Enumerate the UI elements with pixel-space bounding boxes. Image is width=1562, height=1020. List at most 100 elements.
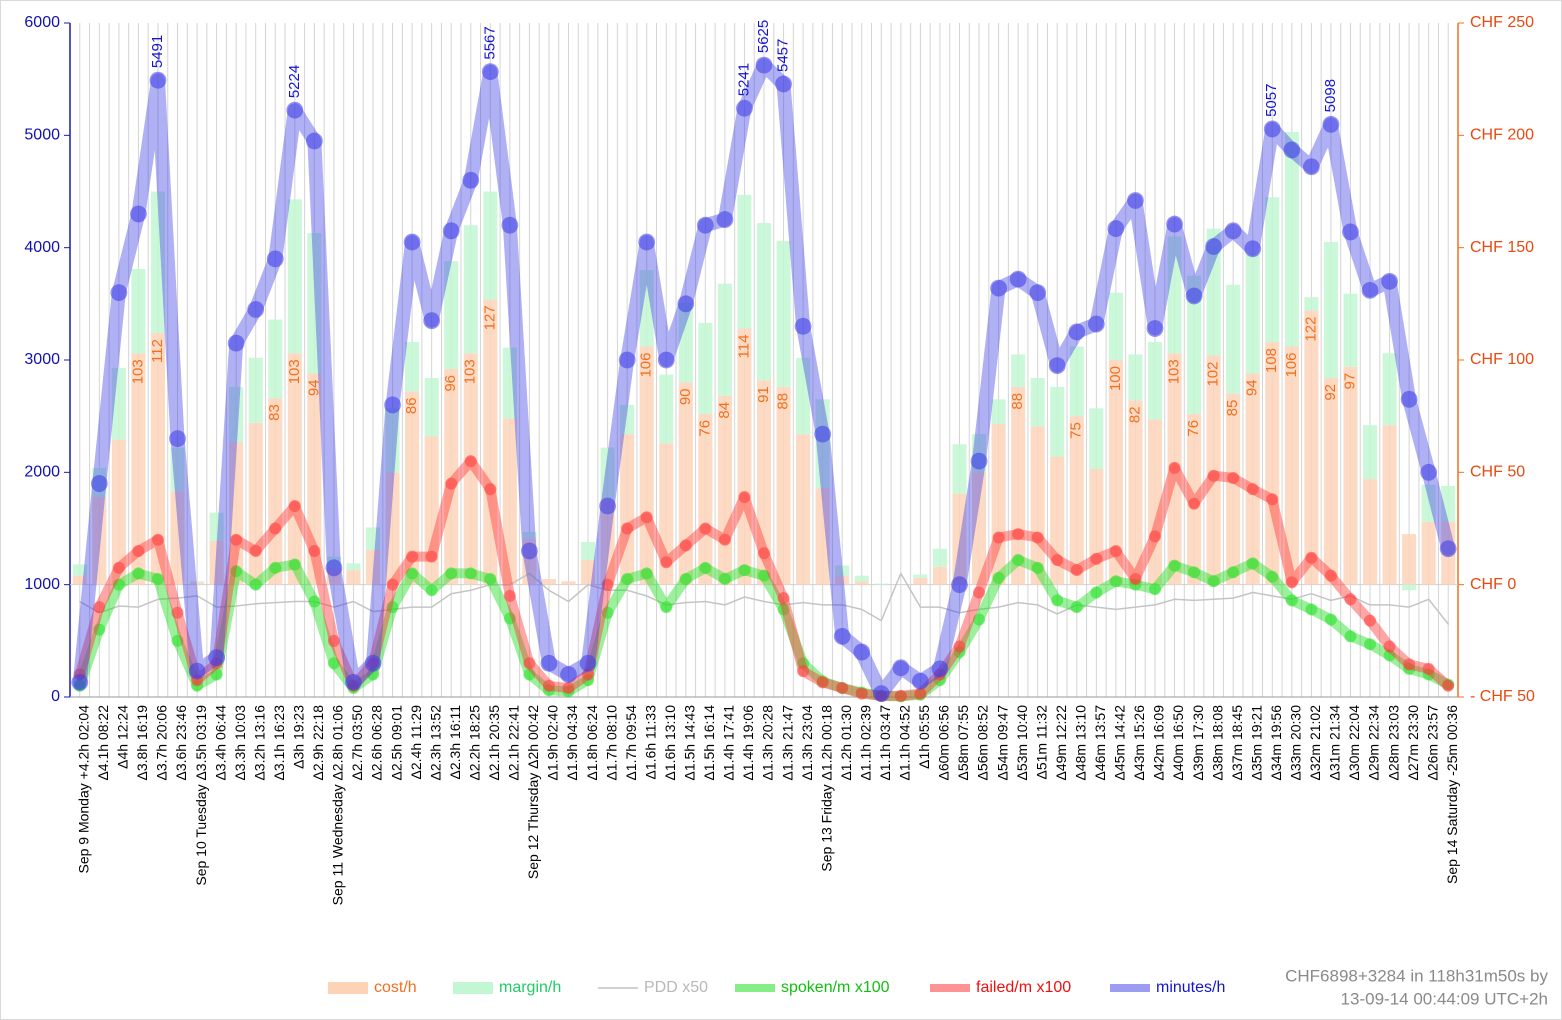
data-label: 85 (1224, 400, 1241, 417)
marker (699, 522, 712, 535)
bar (698, 413, 713, 585)
marker (621, 573, 634, 586)
marker (621, 522, 634, 535)
x-tick-label: Δ1.7h 09:54 (623, 705, 639, 781)
marker (718, 533, 731, 546)
marker (188, 662, 206, 680)
bar (659, 374, 674, 444)
marker (386, 601, 399, 614)
x-tick-label: Δ1.4h 19:06 (740, 705, 756, 781)
data-label: 100 (1107, 366, 1124, 391)
bar (678, 302, 693, 383)
bar (365, 527, 381, 550)
marker (1205, 238, 1223, 255)
data-label: 103 (462, 359, 479, 384)
marker (1285, 576, 1298, 589)
marker (599, 497, 617, 515)
bar (776, 386, 791, 585)
bar (1265, 342, 1280, 585)
x-tick-label: Δ38m 18:08 (1209, 705, 1225, 781)
bar (385, 408, 400, 473)
bar (874, 583, 889, 585)
y2-tick-label: CHF 50 (1470, 464, 1525, 481)
bar (365, 549, 381, 585)
bar (581, 541, 596, 560)
bar (600, 499, 615, 585)
marker (1364, 614, 1377, 627)
marker (230, 565, 243, 578)
x-tick-label: Δ2.3h 13:52 (427, 705, 443, 781)
marker (833, 627, 851, 645)
marker (1029, 284, 1047, 301)
data-label: 76 (696, 420, 713, 437)
legend-label: PDD x50 (644, 979, 708, 996)
marker (1302, 158, 1320, 176)
bar (287, 353, 302, 585)
data-label: 5098 (1322, 79, 1339, 112)
x-tick-label: Δ1.6h 13:10 (662, 705, 678, 781)
marker (579, 654, 597, 672)
bar (405, 342, 420, 392)
x-tick-label: Δ1.7h 08:10 (603, 705, 619, 781)
x-tick-label: Δ2.1h 22:41 (506, 705, 522, 781)
marker (1107, 220, 1125, 237)
x-tick-label: Sep 10 Tuesday Δ3.5h 03:19 (193, 705, 209, 886)
marker (286, 101, 304, 119)
marker (288, 558, 301, 571)
marker (755, 56, 773, 74)
marker (406, 567, 419, 580)
bar (854, 581, 869, 585)
x-tick-label: Δ28m 23:03 (1385, 705, 1401, 781)
y2-tick-label: CHF 0 (1470, 576, 1516, 593)
bar (209, 512, 224, 541)
x-tick-label: Sep 14 Saturday -25m 00:36 (1444, 705, 1460, 884)
marker (679, 539, 692, 552)
x-tick-label: Δ56m 08:52 (975, 705, 991, 781)
marker (208, 649, 226, 667)
bar (131, 353, 146, 585)
bar (463, 225, 478, 354)
bar (620, 404, 635, 435)
x-tick-label: Δ37m 18:45 (1229, 705, 1245, 781)
marker (1246, 483, 1259, 496)
bar (1343, 366, 1358, 585)
bar (1187, 275, 1202, 414)
x-tick-label: Δ3.4h 06:44 (212, 705, 228, 781)
data-label: 86 (403, 397, 420, 414)
marker (1109, 575, 1122, 588)
y-tick-label: 4000 (24, 239, 60, 256)
bar (1421, 484, 1436, 522)
data-label: 82 (1126, 406, 1143, 423)
bar (1284, 131, 1299, 347)
bar (1362, 425, 1378, 480)
marker (112, 561, 125, 574)
bar (385, 472, 400, 585)
bar (424, 436, 439, 585)
y2-tick-label: CHF 150 (1470, 239, 1534, 256)
marker (1324, 569, 1337, 582)
x-tick-label: Δ4.1h 08:22 (95, 705, 111, 781)
marker (1207, 469, 1220, 482)
x-tick-label: Δ3.6h 23:46 (173, 705, 189, 781)
marker (210, 668, 223, 681)
x-tick-label: Δ1.9h 02:40 (545, 705, 561, 781)
marker (523, 657, 536, 670)
marker (1305, 603, 1318, 616)
marker (1361, 281, 1379, 299)
x-tick-label: Δ3.2h 13:16 (251, 705, 267, 781)
marker (777, 592, 790, 605)
marker (816, 676, 829, 689)
bar (1245, 254, 1260, 374)
marker (230, 533, 243, 546)
x-tick-label: Δ1.3h 21:47 (779, 705, 795, 781)
legend-label: margin/h (499, 979, 561, 996)
marker (503, 612, 516, 625)
bar (1206, 228, 1221, 356)
marker (1168, 461, 1181, 474)
y2-tick-label: CHF 200 (1470, 127, 1534, 144)
x-tick-label: Δ46m 13:57 (1092, 705, 1108, 781)
marker (814, 425, 832, 443)
marker (677, 295, 695, 313)
bar (620, 434, 635, 585)
data-label: 5057 (1263, 84, 1280, 117)
